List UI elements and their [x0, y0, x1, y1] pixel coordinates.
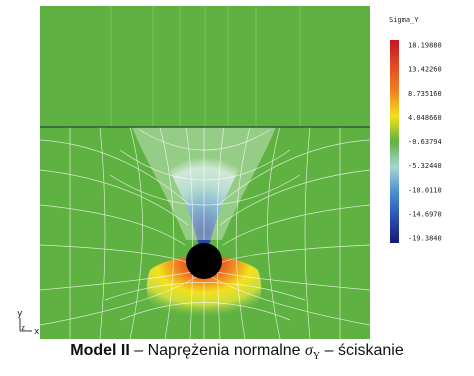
legend-value-1: 13.42260	[408, 66, 442, 74]
axis-triad: y z x	[17, 309, 40, 337]
legend-value-7: -14.6970	[408, 210, 442, 218]
caption-subscript: Y	[312, 351, 321, 363]
legend-title: Sigma_Y	[389, 16, 419, 24]
upper-grid	[110, 6, 301, 127]
legend-colorbar	[390, 40, 399, 243]
caption-text-2: – ściskanie	[320, 342, 404, 359]
stress-plot: Sigma_Y 18.19880 13.42260 8.735160 4.048660…	[17, 6, 442, 340]
legend-value-2: 8.735160	[408, 90, 442, 98]
caption-model: Model II	[70, 342, 130, 359]
legend-value-5: -5.32440	[408, 162, 442, 170]
legend-value-6: -10.0110	[408, 186, 442, 194]
legend-value-4: -0.63794	[408, 138, 442, 146]
axis-label-x: x	[34, 327, 40, 337]
caption-text-1: – Naprężenia normalne	[129, 342, 306, 359]
legend-value-3: 4.048660	[408, 114, 442, 122]
legend-value-0: 18.19880	[408, 42, 442, 50]
hole	[186, 243, 222, 279]
axis-label-z: z	[21, 324, 25, 332]
legend-value-8: -19.3840	[408, 235, 442, 243]
caption-symbol: σY	[305, 342, 321, 363]
legend: Sigma_Y 18.19880 13.42260 8.735160 4.048660…	[389, 16, 442, 243]
figure-caption: Model II – Naprężenia normalne σY – ścis…	[0, 342, 474, 362]
axis-label-y: y	[17, 309, 23, 319]
lower-mesh	[39, 126, 371, 340]
caption-sigma: σ	[305, 342, 313, 359]
